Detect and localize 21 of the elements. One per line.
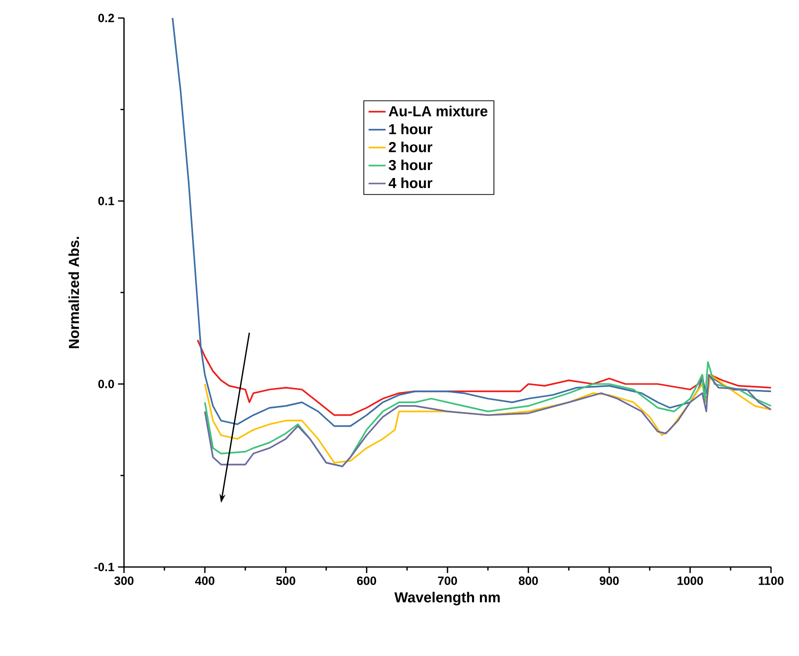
x-tick-label: 600 bbox=[357, 576, 376, 585]
x-tick-label: 900 bbox=[600, 576, 619, 585]
x-tick-label: 1100 bbox=[758, 576, 784, 585]
x-tick-label: 300 bbox=[114, 576, 134, 586]
legend-label: 2 hour bbox=[388, 142, 432, 152]
x-axis-title: Wavelength nm bbox=[394, 592, 500, 606]
legend-label: Au-LA mixture bbox=[388, 106, 488, 116]
x-tick-label: 1000 bbox=[678, 576, 703, 585]
legend-label: 1 hour bbox=[389, 124, 432, 134]
y-tick-label: -0.1 bbox=[94, 562, 114, 572]
y-axis-title: Normalized Abs. bbox=[68, 236, 80, 348]
y-tick-label: 0.2 bbox=[98, 14, 114, 22]
y-tick-label: 0.0 bbox=[98, 380, 114, 388]
legend-label: 4 hour bbox=[388, 178, 432, 188]
x-tick-label: 800 bbox=[518, 576, 538, 585]
line-series bbox=[172, 17, 772, 427]
y-tick-label: 0.1 bbox=[98, 196, 114, 206]
legend-label: 3 hour bbox=[388, 160, 432, 170]
x-tick-label: 400 bbox=[195, 576, 214, 585]
x-tick-label: 700 bbox=[438, 576, 457, 585]
x-tick-label: 500 bbox=[276, 576, 296, 585]
